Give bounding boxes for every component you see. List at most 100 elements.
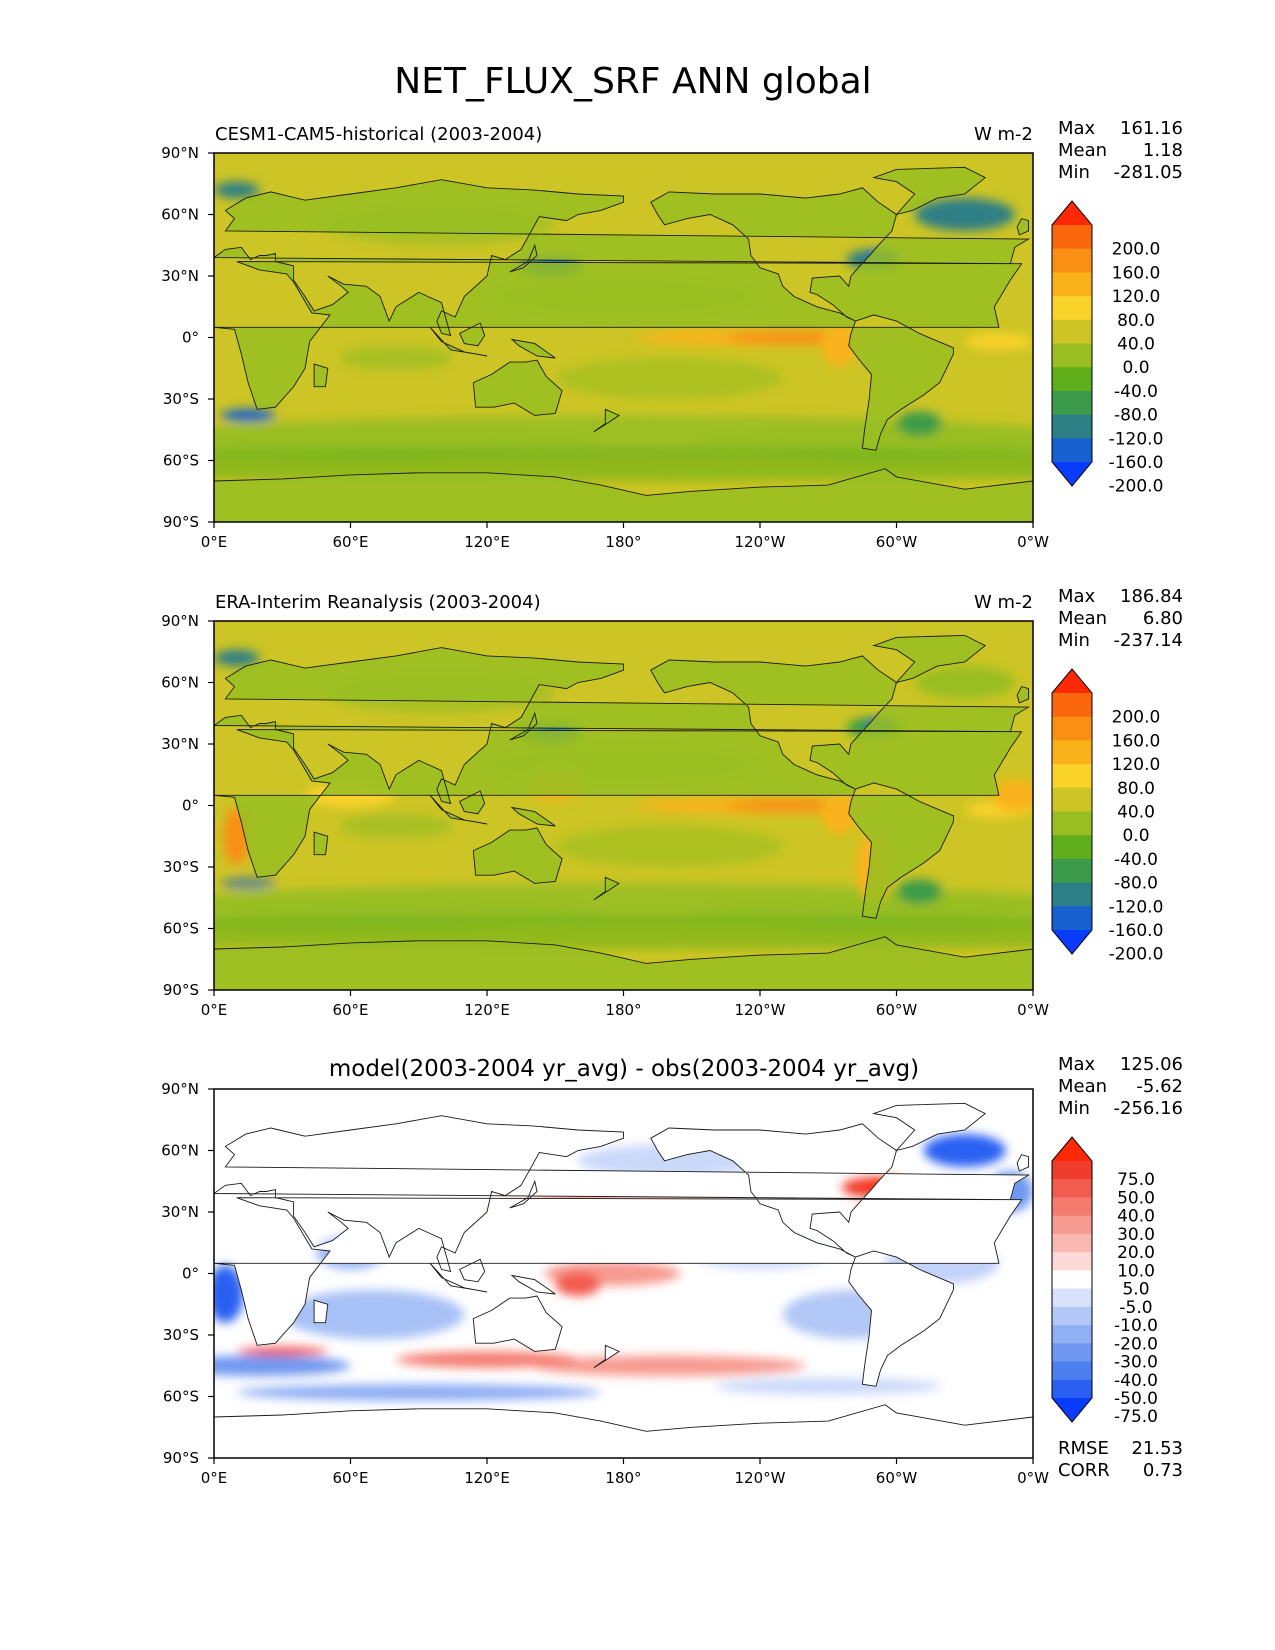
colorbar-label: 200.0 [1112,240,1161,260]
field-layer [214,649,1033,949]
y-tick-label: 60°N [161,206,199,224]
colorbar-outline [1051,200,1093,487]
colorbar-swatch [1052,1252,1092,1271]
coastline [214,166,1033,522]
y-tick-label: 90°S [163,513,199,531]
colorbar-label: 120.0 [1112,287,1161,307]
field-blob [214,181,260,199]
map-axes: 0°E 60°E 120°E 180° 120°W 60°W 0°W 90°N 60°N 30°N… [161,1080,1049,1487]
colorbar-swatch [1052,1161,1092,1180]
x-tick-label: 120°W [735,533,786,551]
colorbar-outline [1051,1136,1093,1423]
x-tick-label: 60°W [876,533,918,551]
stat-mean-label: Mean [1058,1076,1107,1097]
colorbar-swatch [1052,1179,1092,1198]
y-tick-label: 0° [182,1265,199,1283]
y-tick-label: 30°S [163,1326,199,1344]
x-tick-label: 180° [605,533,641,551]
x-tick-label: 0°E [201,1001,228,1019]
x-tick-label: 120°E [464,533,510,551]
field-blob [555,826,783,867]
colorbar-swatch [1052,1197,1092,1217]
colorbar-label: -200.0 [1109,945,1164,965]
field-blob [555,1271,601,1297]
colorbar-label: -160.0 [1109,921,1164,941]
field-blob [896,411,942,436]
x-tick-label: 60°E [332,1469,368,1487]
field-blob [396,1351,578,1368]
field-blob [555,358,783,399]
stat-min-label: Min [1058,1098,1090,1119]
colorbar-swatch [1052,858,1092,884]
stat-max-value: 186.84 [1120,586,1183,607]
x-tick-label: 0°W [1017,1469,1049,1487]
map-area [214,621,1033,990]
x-tick-label: 0°W [1017,533,1049,551]
stat-max-label: Max [1058,586,1096,607]
colorbar-label: 40.0 [1117,803,1155,823]
colorbar-label: 40.0 [1117,335,1155,355]
field-blob [714,1378,942,1395]
stat-max-label: Max [1058,1054,1096,1075]
field-blob [214,1265,244,1323]
field-blob [214,1355,351,1376]
x-tick-label: 180° [605,1001,641,1019]
rmse-value: 21.53 [1131,1438,1183,1459]
colorbar-swatch [1052,1215,1092,1235]
stat-mean-value: 6.80 [1143,608,1183,629]
colorbar-swatch [1052,1343,1092,1363]
x-tick-label: 180° [605,1469,641,1487]
colorbar: 75.050.040.030.020.010.05.0-5.0-10.0-20.… [1051,1136,1158,1427]
field-blob [914,666,1015,699]
colorbar-label: 5.0 [1122,1280,1149,1300]
stat-min-label: Min [1058,162,1090,183]
stat-max-value: 125.06 [1120,1054,1183,1075]
field-blob [220,877,276,890]
y-tick-label: 30°S [163,858,199,876]
map-area [214,1089,1033,1458]
stat-mean-value: -5.62 [1136,1076,1183,1097]
colorbar-label: 0.0 [1122,358,1149,378]
coastline [214,634,1033,990]
field-blob [914,198,1015,231]
panel-title: CESM1-CAM5-historical (2003-2004) [215,124,542,145]
stat-min-value: -256.16 [1114,1098,1183,1119]
y-tick-label: 90°N [161,612,199,630]
colorbar-swatch [1052,835,1092,860]
colorbar-swatch [1052,906,1092,931]
colorbar-label: -40.0 [1114,850,1158,870]
y-tick-label: 60°N [161,674,199,692]
x-tick-label: 120°E [464,1001,510,1019]
colorbar-swatch [1052,1270,1092,1290]
colorbar: 200.0 160.0 120.0 80.0 40.0 0.0 -40.0 -80.0 -120… [1051,200,1164,497]
colorbar-label: -20.0 [1114,1334,1158,1354]
field-blob [220,409,276,422]
colorbar-swatch [1052,296,1092,321]
y-tick-label: 90°N [161,1080,199,1098]
field-blob [896,879,942,904]
field-blob [282,1289,465,1340]
colorbar-label: -200.0 [1109,477,1164,497]
y-tick-label: 60°N [161,1142,199,1160]
map-axes: 0°E 60°E 120°E 180° 120°W 60°W 0°W 90°N 60°N 30°N… [161,144,1049,551]
colorbar-swatch [1052,740,1092,765]
colorbar-label: -120.0 [1109,429,1164,449]
field-blob [821,793,858,835]
colorbar-label: 10.0 [1117,1261,1155,1281]
colorbar-swatch [1052,811,1092,836]
y-tick-label: 0° [182,797,199,815]
colorbar-label: -160.0 [1109,453,1164,473]
colorbar-swatch [1052,1233,1092,1253]
y-tick-label: 90°N [161,144,199,162]
colorbar-swatch [1052,1288,1092,1308]
y-tick-label: 90°S [163,1449,199,1467]
colorbar-label: -40.0 [1114,1371,1158,1391]
map-area [214,153,1033,522]
panel-obs: ERA-Interim Reanalysis (2003-2004) W m-2… [161,586,1183,1019]
colorbar-outline [1051,668,1093,955]
y-tick-label: 30°N [161,1203,199,1221]
panel-diff: model(2003-2004 yr_avg) - obs(2003-2004 … [161,1054,1183,1487]
panel-title: ERA-Interim Reanalysis (2003-2004) [215,592,541,613]
colorbar-label: 30.0 [1117,1225,1155,1245]
colorbar-swatch [1052,1361,1092,1381]
